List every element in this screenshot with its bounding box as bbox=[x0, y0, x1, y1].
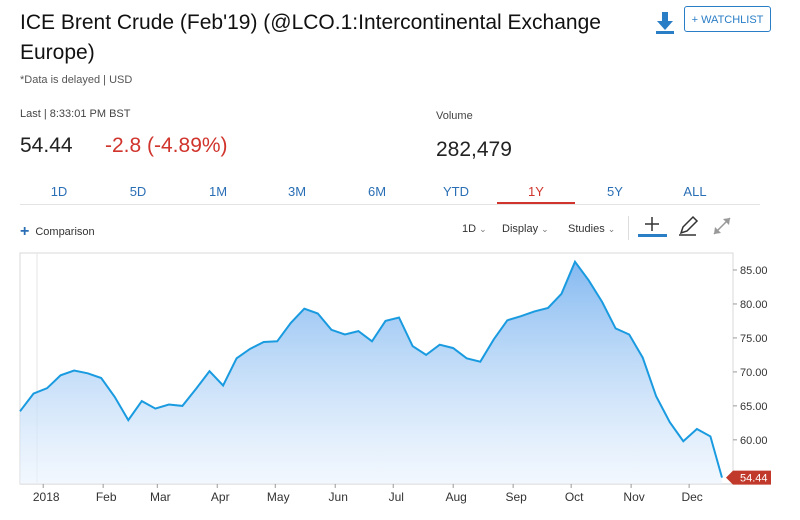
tab-ytd[interactable]: YTD bbox=[443, 184, 469, 199]
pencil-icon[interactable] bbox=[676, 214, 702, 238]
crosshair-icon[interactable] bbox=[638, 214, 667, 238]
price-area bbox=[20, 261, 722, 484]
chevron-down-icon: ⌄ bbox=[607, 224, 616, 234]
x-tick-label: Nov bbox=[623, 490, 644, 504]
last-value-label: 54.44 bbox=[740, 473, 768, 485]
y-tick-label: 60.00 bbox=[740, 435, 768, 447]
display-dropdown[interactable]: Display ⌄ bbox=[502, 223, 549, 235]
x-tick-label: Mar bbox=[150, 490, 171, 504]
display-label: Display bbox=[502, 223, 539, 235]
download-icon[interactable] bbox=[652, 10, 678, 36]
plus-icon: + bbox=[20, 223, 30, 240]
range-tabs: 1D 5D 1M 3M 6M YTD 1Y 5Y ALL bbox=[20, 182, 760, 205]
chevron-down-icon: ⌄ bbox=[541, 224, 549, 234]
volume-label: Volume bbox=[436, 110, 473, 122]
x-tick-label: Sep bbox=[505, 490, 527, 504]
tab-3m[interactable]: 3M bbox=[287, 184, 307, 199]
y-tick-label: 65.00 bbox=[740, 401, 768, 413]
tab-1y[interactable]: 1Y bbox=[497, 182, 575, 204]
x-tick-label: Jul bbox=[389, 490, 404, 504]
price-line bbox=[19, 259, 723, 478]
volume-value: 282,479 bbox=[436, 138, 512, 161]
interval-dropdown[interactable]: 1D ⌄ bbox=[462, 223, 487, 235]
x-tick-label: Jun bbox=[329, 490, 348, 504]
tab-6m[interactable]: 6M bbox=[367, 184, 387, 199]
last-price: 54.44 bbox=[20, 134, 73, 157]
x-tick-label: 2018 bbox=[33, 490, 60, 504]
x-tick-label: May bbox=[267, 490, 290, 504]
studies-label: Studies bbox=[568, 223, 605, 235]
price-change: -2.8 (-4.89%) bbox=[105, 134, 228, 157]
last-value-badge bbox=[726, 470, 771, 485]
expand-icon[interactable] bbox=[710, 214, 736, 238]
x-tick-label: Oct bbox=[565, 490, 584, 504]
x-tick-label: Aug bbox=[446, 490, 467, 504]
tab-1m[interactable]: 1M bbox=[208, 184, 228, 199]
x-tick-label: Dec bbox=[681, 490, 702, 504]
chevron-down-icon: ⌄ bbox=[479, 224, 487, 234]
y-tick-label: 85.00 bbox=[740, 265, 768, 277]
tab-all[interactable]: ALL bbox=[683, 184, 707, 199]
watchlist-button[interactable]: + WATCHLIST bbox=[684, 6, 771, 32]
toolbar-divider bbox=[628, 216, 629, 240]
x-tick-label: Feb bbox=[96, 490, 117, 504]
tab-5y[interactable]: 5Y bbox=[607, 184, 623, 199]
tab-5d[interactable]: 5D bbox=[129, 184, 147, 199]
studies-dropdown[interactable]: Studies ⌄ bbox=[568, 223, 615, 235]
price-chart[interactable]: 85.00 80.00 75.00 70.00 65.00 60.00 2018 Feb Ma… bbox=[0, 252, 800, 520]
comparison-button[interactable]: + Comparison bbox=[20, 223, 95, 241]
tab-1d[interactable]: 1D bbox=[50, 184, 68, 199]
y-tick-label: 70.00 bbox=[740, 367, 768, 379]
x-tick-label: Apr bbox=[211, 490, 230, 504]
delayed-note: *Data is delayed | USD bbox=[20, 74, 133, 86]
page-title: ICE Brent Crude (Feb'19) (@LCO.1:Interco… bbox=[20, 11, 601, 64]
y-tick-label: 75.00 bbox=[740, 333, 768, 345]
comparison-label: Comparison bbox=[35, 226, 95, 238]
last-label: Last | 8:33:01 PM BST bbox=[20, 108, 131, 120]
interval-label: 1D bbox=[462, 223, 477, 235]
y-tick-label: 80.00 bbox=[740, 299, 768, 311]
